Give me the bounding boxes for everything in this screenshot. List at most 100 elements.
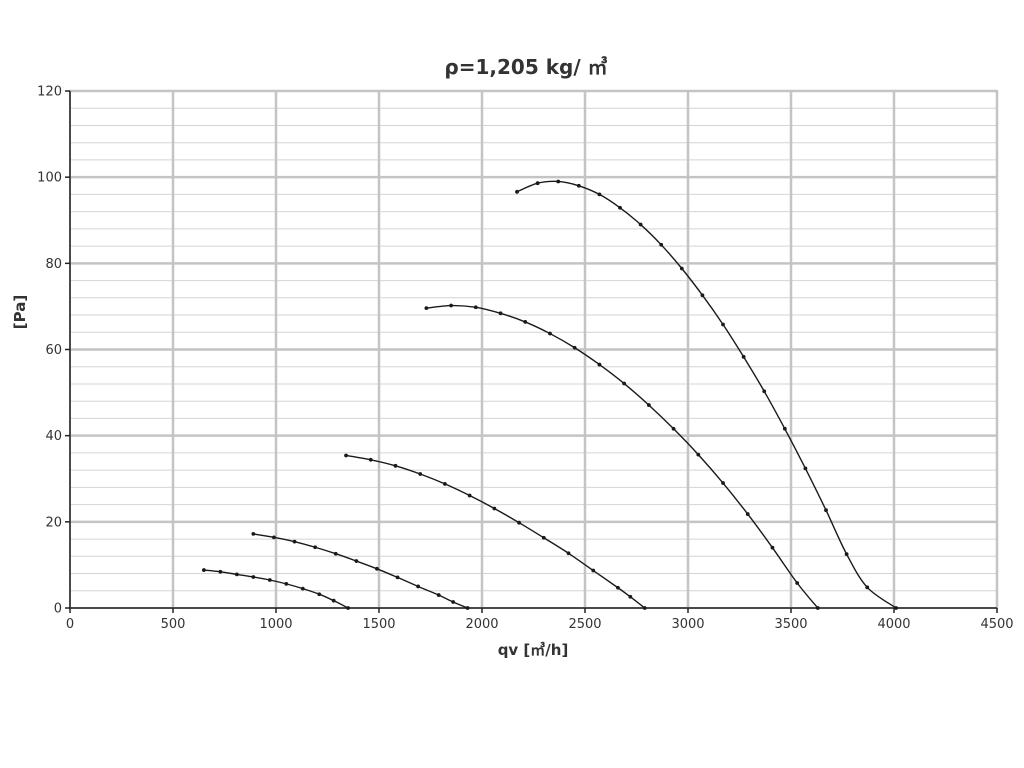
curve-3 [345, 454, 646, 609]
curve-4-point [745, 512, 750, 516]
curve-3-point [368, 457, 373, 462]
curve-2-point [333, 551, 338, 556]
x-tick-label: 3500 [774, 617, 807, 632]
curve-1-point [267, 578, 272, 582]
y-axis-label: [Pa] [11, 295, 29, 329]
x-tick-label: 3000 [671, 617, 704, 632]
curve-5-point [618, 205, 622, 210]
curve-2-point [272, 535, 276, 540]
y-tick-label: 40 [45, 429, 62, 444]
curve-4-point [548, 331, 552, 336]
y-tick-label: 60 [45, 343, 62, 358]
grid [69, 89, 999, 609]
curve-3-point [418, 472, 423, 476]
curve-2-point [292, 539, 297, 544]
y-tick-label: 120 [37, 85, 62, 100]
x-tick-label: 0 [66, 617, 74, 632]
curve-1-point [346, 606, 350, 610]
curve-4-point [572, 345, 577, 350]
curve-1 [203, 569, 349, 609]
curve-3-point [393, 463, 398, 468]
curve-5-point [700, 293, 705, 298]
curve-5-point [679, 266, 684, 271]
curve-5-point [762, 389, 767, 394]
curve-2-point [416, 584, 421, 589]
curve-4-point [696, 452, 701, 457]
curve-3-point [628, 594, 633, 599]
curve-5-point [844, 552, 849, 557]
curve-1-point [234, 572, 239, 577]
curve-2-point [395, 575, 400, 580]
curve-4-point [498, 311, 503, 316]
curves [202, 179, 898, 610]
curve-4-point [597, 362, 602, 367]
curve-4-point [473, 305, 478, 310]
curve-4-point [449, 303, 453, 308]
curve-2-point [251, 531, 256, 536]
tick-labels: 0 500 1000 1500 2000 2500 3000 3500 4000 4500 0 20 4… [37, 85, 1013, 633]
curve-4-point [646, 403, 651, 407]
curve-3-point [517, 520, 521, 525]
curve-4-point [671, 426, 676, 431]
curve-5 [516, 180, 897, 609]
curve-5-point [535, 181, 540, 186]
curve-5-point [803, 466, 808, 471]
curve-4-point [815, 606, 820, 610]
x-tick-label: 500 [161, 617, 186, 632]
curve-2-point [375, 566, 379, 571]
curve-3-point [591, 568, 596, 573]
curve-2 [253, 533, 468, 609]
curve-1-point [251, 575, 256, 579]
curve-5-point [824, 508, 828, 513]
curve-2-point [354, 559, 359, 563]
y-tick-label: 0 [54, 602, 62, 617]
x-tick-label: 2500 [568, 617, 601, 632]
y-tick-label: 80 [45, 257, 62, 272]
curve-4-point [622, 381, 627, 386]
curve-1-point [300, 586, 305, 591]
curve-5-point [741, 354, 746, 359]
curve-4-point [770, 545, 775, 550]
curve-5-point [576, 183, 581, 188]
curve-3-point [616, 585, 620, 590]
curve-5-point [556, 179, 561, 184]
curve-4-point [523, 320, 528, 324]
curve-1-point [202, 568, 206, 572]
curve-2-point [465, 606, 470, 610]
curve-2-point [451, 600, 456, 604]
x-tick-label: 4000 [877, 617, 910, 632]
curve-3-point [467, 493, 472, 498]
curve-4-point [795, 581, 800, 585]
curve-3-point [541, 535, 546, 540]
x-tick-label: 1000 [259, 617, 292, 632]
curve-4-point [721, 481, 725, 485]
x-axis-label: qv [㎥/h] [498, 641, 569, 659]
x-tick-label: 1500 [362, 617, 395, 632]
curve-5-point [865, 585, 870, 590]
curve-3-point [642, 606, 647, 610]
curve-5-point [597, 192, 602, 197]
curve-5-point [659, 242, 664, 247]
curve-5-point [515, 189, 519, 194]
curve-3-point [443, 482, 447, 486]
curve-1-point [218, 569, 223, 574]
curve-2-point [313, 545, 318, 550]
x-tick-label: 4500 [980, 617, 1013, 632]
curve-4-point [424, 306, 429, 311]
curve-1-point [331, 598, 336, 603]
curve-1-point [317, 592, 322, 597]
chart-title: ρ=1,205 kg/ ㎥ [444, 55, 607, 79]
curve-3-point [566, 551, 571, 556]
x-tick-label: 2000 [465, 617, 498, 632]
curve-3-point [492, 506, 497, 511]
y-tick-label: 100 [37, 171, 62, 186]
curve-3-point [344, 453, 348, 458]
curve-5-point [782, 426, 787, 431]
curve-5-point [894, 606, 898, 610]
curve-5-point [638, 222, 643, 227]
curve-1-point [284, 581, 289, 586]
curve-5-point [721, 322, 725, 327]
y-tick-label: 20 [45, 515, 62, 530]
curve-4 [426, 304, 819, 609]
